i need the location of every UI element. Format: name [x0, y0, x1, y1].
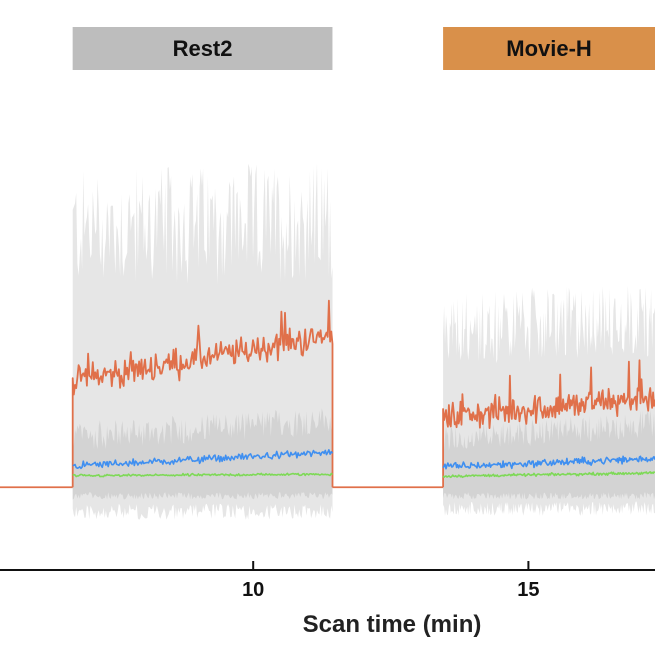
condition-block-1	[72, 27, 333, 70]
series-lines	[0, 299, 655, 489]
orange-series-line-1	[71, 299, 334, 488]
inner-band-1	[72, 408, 333, 500]
x-axis: 10 15	[0, 561, 655, 601]
green-series-line-2	[442, 471, 655, 479]
blue-series-line-1	[72, 449, 334, 470]
orange-series-line-2	[442, 359, 655, 488]
condition-blocks: Rest2 Movie-H	[72, 27, 655, 70]
blue-series-line-2	[442, 455, 655, 470]
condition-block-2	[443, 27, 655, 70]
condition-block-label-2: Movie-H	[506, 36, 592, 61]
x-tick-label-2: 15	[517, 579, 539, 601]
variance-bands	[72, 163, 655, 520]
x-axis-title: Scan time (min)	[303, 611, 482, 638]
condition-block-label-1: Rest2	[173, 36, 233, 61]
inner-band-2	[443, 410, 655, 500]
x-tick-label-1: 10	[242, 579, 264, 601]
green-series-line-1	[72, 472, 334, 478]
